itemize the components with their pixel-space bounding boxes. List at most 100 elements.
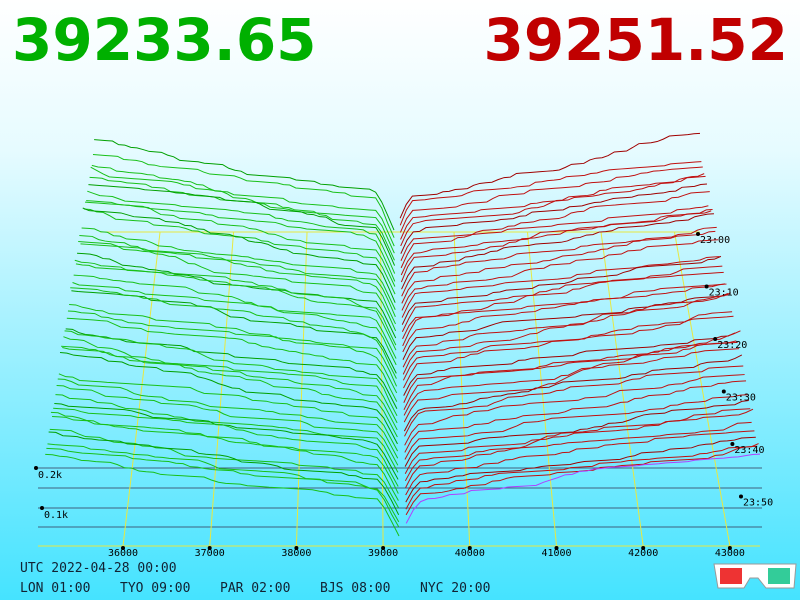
bid-curve [69,304,398,387]
axis-labels: 36000 37000 38000 39000 40000 41000 42000 43000… [34,232,773,559]
bid-curve [47,443,400,523]
volume-label: 0.1k [44,510,68,521]
price-tick [641,546,646,550]
time-tick [696,232,700,236]
bid-curve [53,407,399,487]
time-tick [739,494,743,499]
ask-curve [405,436,756,503]
bid-curve [66,317,398,402]
time-tick [721,389,726,394]
volume-tick [40,506,44,510]
bid-curve [59,352,398,445]
ask-curve [403,354,743,432]
zone-time: BJS 08:00 [320,581,390,596]
bid-curve [88,184,396,266]
price-grid-line [453,231,471,547]
ask-curve [403,315,734,389]
bid-curve [67,310,398,394]
bid-curve [55,394,399,473]
ask-curve [401,256,720,318]
zone-time: PAR 02:00 [220,581,290,596]
ask-curve [403,340,737,403]
ask-curve [399,166,703,233]
zone-time: NYC 20:00 [420,581,490,596]
time-label: 23:00 [700,235,730,246]
bid-curve [46,447,400,528]
price-label: 41000 [541,548,571,559]
price-grid-line [122,231,161,547]
bid-curve [84,201,396,287]
price-tick [294,546,299,550]
time-label: 23:40 [734,445,764,456]
price-tick [207,546,212,550]
ask-curve [402,283,727,353]
ask-curve [403,332,736,396]
bid-curve [50,411,399,501]
ask-curve [401,230,716,297]
ask-curve [400,191,710,269]
ask-curve [401,213,714,290]
bid-curve [70,287,397,379]
ask-curve [404,421,752,482]
ask-curve [401,226,717,304]
ask-curve [400,173,705,240]
time-tick [704,284,709,289]
bid-curve [45,453,400,537]
zone-time: LON 01:00 [20,581,90,596]
ask-curve [400,175,706,247]
ask-curve [404,408,751,474]
price-tick [467,546,472,550]
ask-curve [399,161,702,226]
ask-curve [405,430,755,496]
ask-curve [403,330,741,423]
price-grid-line [295,231,308,547]
bid-curve [74,259,397,351]
ask-curve [402,283,726,347]
ask-curve [400,208,713,283]
ask-curve [403,341,738,411]
time-tick [713,337,718,341]
bid-curve [94,139,395,231]
ask-curve [400,183,708,254]
bid-curve [90,166,395,254]
ask-curve [400,205,709,261]
bid-curve [92,154,395,238]
time-label: 23:10 [709,288,739,299]
ask-price: 39251.52 [483,6,788,74]
ask-curve [404,374,745,446]
bid-curve [57,378,399,459]
bid-curve [63,336,398,424]
price-grid-line [527,231,557,547]
ask-curve [402,293,729,360]
bid-curve [82,207,396,303]
price-label: 36000 [108,548,138,559]
utc-time: UTC 2022-04-28 00:00 [20,561,177,576]
time-label: 23:30 [726,393,756,404]
price-label: 37000 [195,548,225,559]
bid-curve [87,190,396,274]
price-label: 40000 [455,548,485,559]
bid-curve [56,384,399,466]
price-label: 39000 [368,548,398,559]
ask-curve [405,445,758,510]
bid-curve [72,282,397,366]
zone-time: TYO 09:00 [120,581,190,596]
bid-curve [54,403,399,480]
bid-curve [86,200,396,282]
price-tick [381,546,386,550]
price-tick [554,546,559,550]
ask-curve [404,400,749,467]
grid [38,231,762,547]
ask-curve [405,408,754,489]
ask-curve [402,292,731,375]
price-tick [727,546,732,550]
ask-curve [400,210,712,276]
bid-price: 39233.65 [12,6,317,74]
time-tick [730,442,735,446]
bid-curve [80,243,396,318]
bid-curve [62,347,398,431]
bid-curve [73,274,397,359]
price-grid-line [380,231,384,547]
ask-curve [404,365,744,437]
